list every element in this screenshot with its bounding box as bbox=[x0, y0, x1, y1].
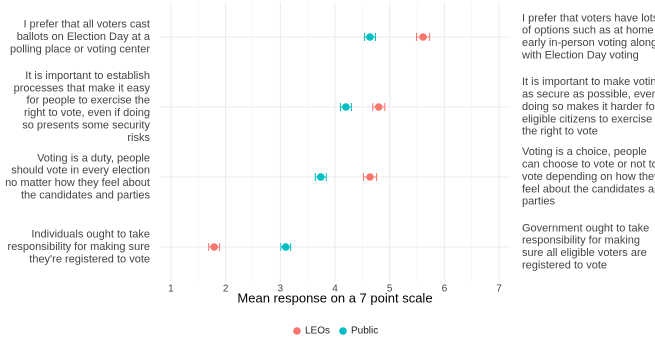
left-label: processes that make it easy bbox=[14, 82, 151, 94]
right-label: as secure as possible, even if bbox=[522, 89, 655, 101]
right-label: Government ought to take bbox=[522, 222, 649, 234]
right-label: feel about the candidates and bbox=[522, 183, 655, 195]
left-label: polling place or voting center bbox=[10, 43, 150, 55]
left-label: ballots on Election Day at a bbox=[17, 31, 151, 43]
left-label: so presents some security bbox=[22, 120, 150, 132]
left-label: I prefer that all voters cast bbox=[23, 19, 150, 31]
x-tick-label: 2 bbox=[223, 284, 229, 295]
x-tick-label: 7 bbox=[496, 284, 502, 295]
right-label: registered to vote bbox=[522, 260, 607, 272]
left-label: It is important to establish bbox=[25, 70, 150, 82]
point bbox=[374, 103, 383, 111]
x-tick-label: 3 bbox=[278, 284, 284, 295]
legend-label: Public bbox=[351, 326, 378, 337]
right-label: of options such as at home or bbox=[522, 25, 655, 37]
left-label: Voting is a duty, people bbox=[37, 152, 150, 164]
point bbox=[419, 33, 427, 41]
point bbox=[366, 33, 374, 41]
x-tick-label: 6 bbox=[442, 284, 448, 295]
point bbox=[342, 103, 350, 111]
legend-label: LEOs bbox=[305, 326, 330, 337]
left-label: they're registered to vote bbox=[29, 253, 150, 265]
legend-marker bbox=[339, 327, 347, 335]
left-label: risks bbox=[127, 132, 150, 144]
right-label: early in-person voting along bbox=[522, 37, 655, 49]
legend-marker bbox=[293, 327, 301, 335]
right-label: vote depending on how they bbox=[522, 171, 655, 183]
right-label: doing so makes it harder for bbox=[522, 101, 655, 113]
right-label: sure all eligible voters are bbox=[522, 247, 647, 259]
right-label: It is important to make voting bbox=[522, 76, 655, 88]
right-label: Voting is a choice, people bbox=[522, 146, 647, 158]
right-label: the right to vote bbox=[522, 126, 598, 138]
left-label: Individuals ought to take bbox=[31, 229, 150, 241]
right-label: eligible citizens to exercise bbox=[522, 113, 652, 125]
left-label: the candidates and parties bbox=[21, 190, 151, 202]
point bbox=[366, 173, 374, 181]
point bbox=[210, 243, 218, 251]
left-label: for people to exercise the bbox=[26, 95, 150, 107]
left-label: responsibility for making sure bbox=[8, 241, 150, 253]
x-axis-label: Mean response on a 7 point scale bbox=[237, 290, 432, 305]
x-tick-label: 5 bbox=[387, 284, 393, 295]
right-label: responsibility for making bbox=[522, 235, 640, 247]
left-label: right to vote, even if doing bbox=[24, 107, 150, 119]
left-label: should vote in every election bbox=[11, 165, 150, 177]
point bbox=[281, 243, 290, 251]
right-label: I prefer that voters have lots bbox=[522, 12, 655, 24]
right-label: can choose to vote or not to bbox=[522, 159, 655, 171]
x-tick-label: 4 bbox=[332, 284, 338, 295]
point bbox=[316, 173, 325, 181]
right-label: with Election Day voting bbox=[521, 50, 639, 62]
left-label: no matter how they feel about bbox=[5, 177, 150, 189]
x-tick-label: 1 bbox=[168, 284, 174, 295]
right-label: parties bbox=[522, 196, 556, 208]
